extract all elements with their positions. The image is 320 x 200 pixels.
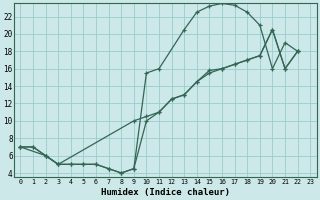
X-axis label: Humidex (Indice chaleur): Humidex (Indice chaleur) [101,188,230,197]
